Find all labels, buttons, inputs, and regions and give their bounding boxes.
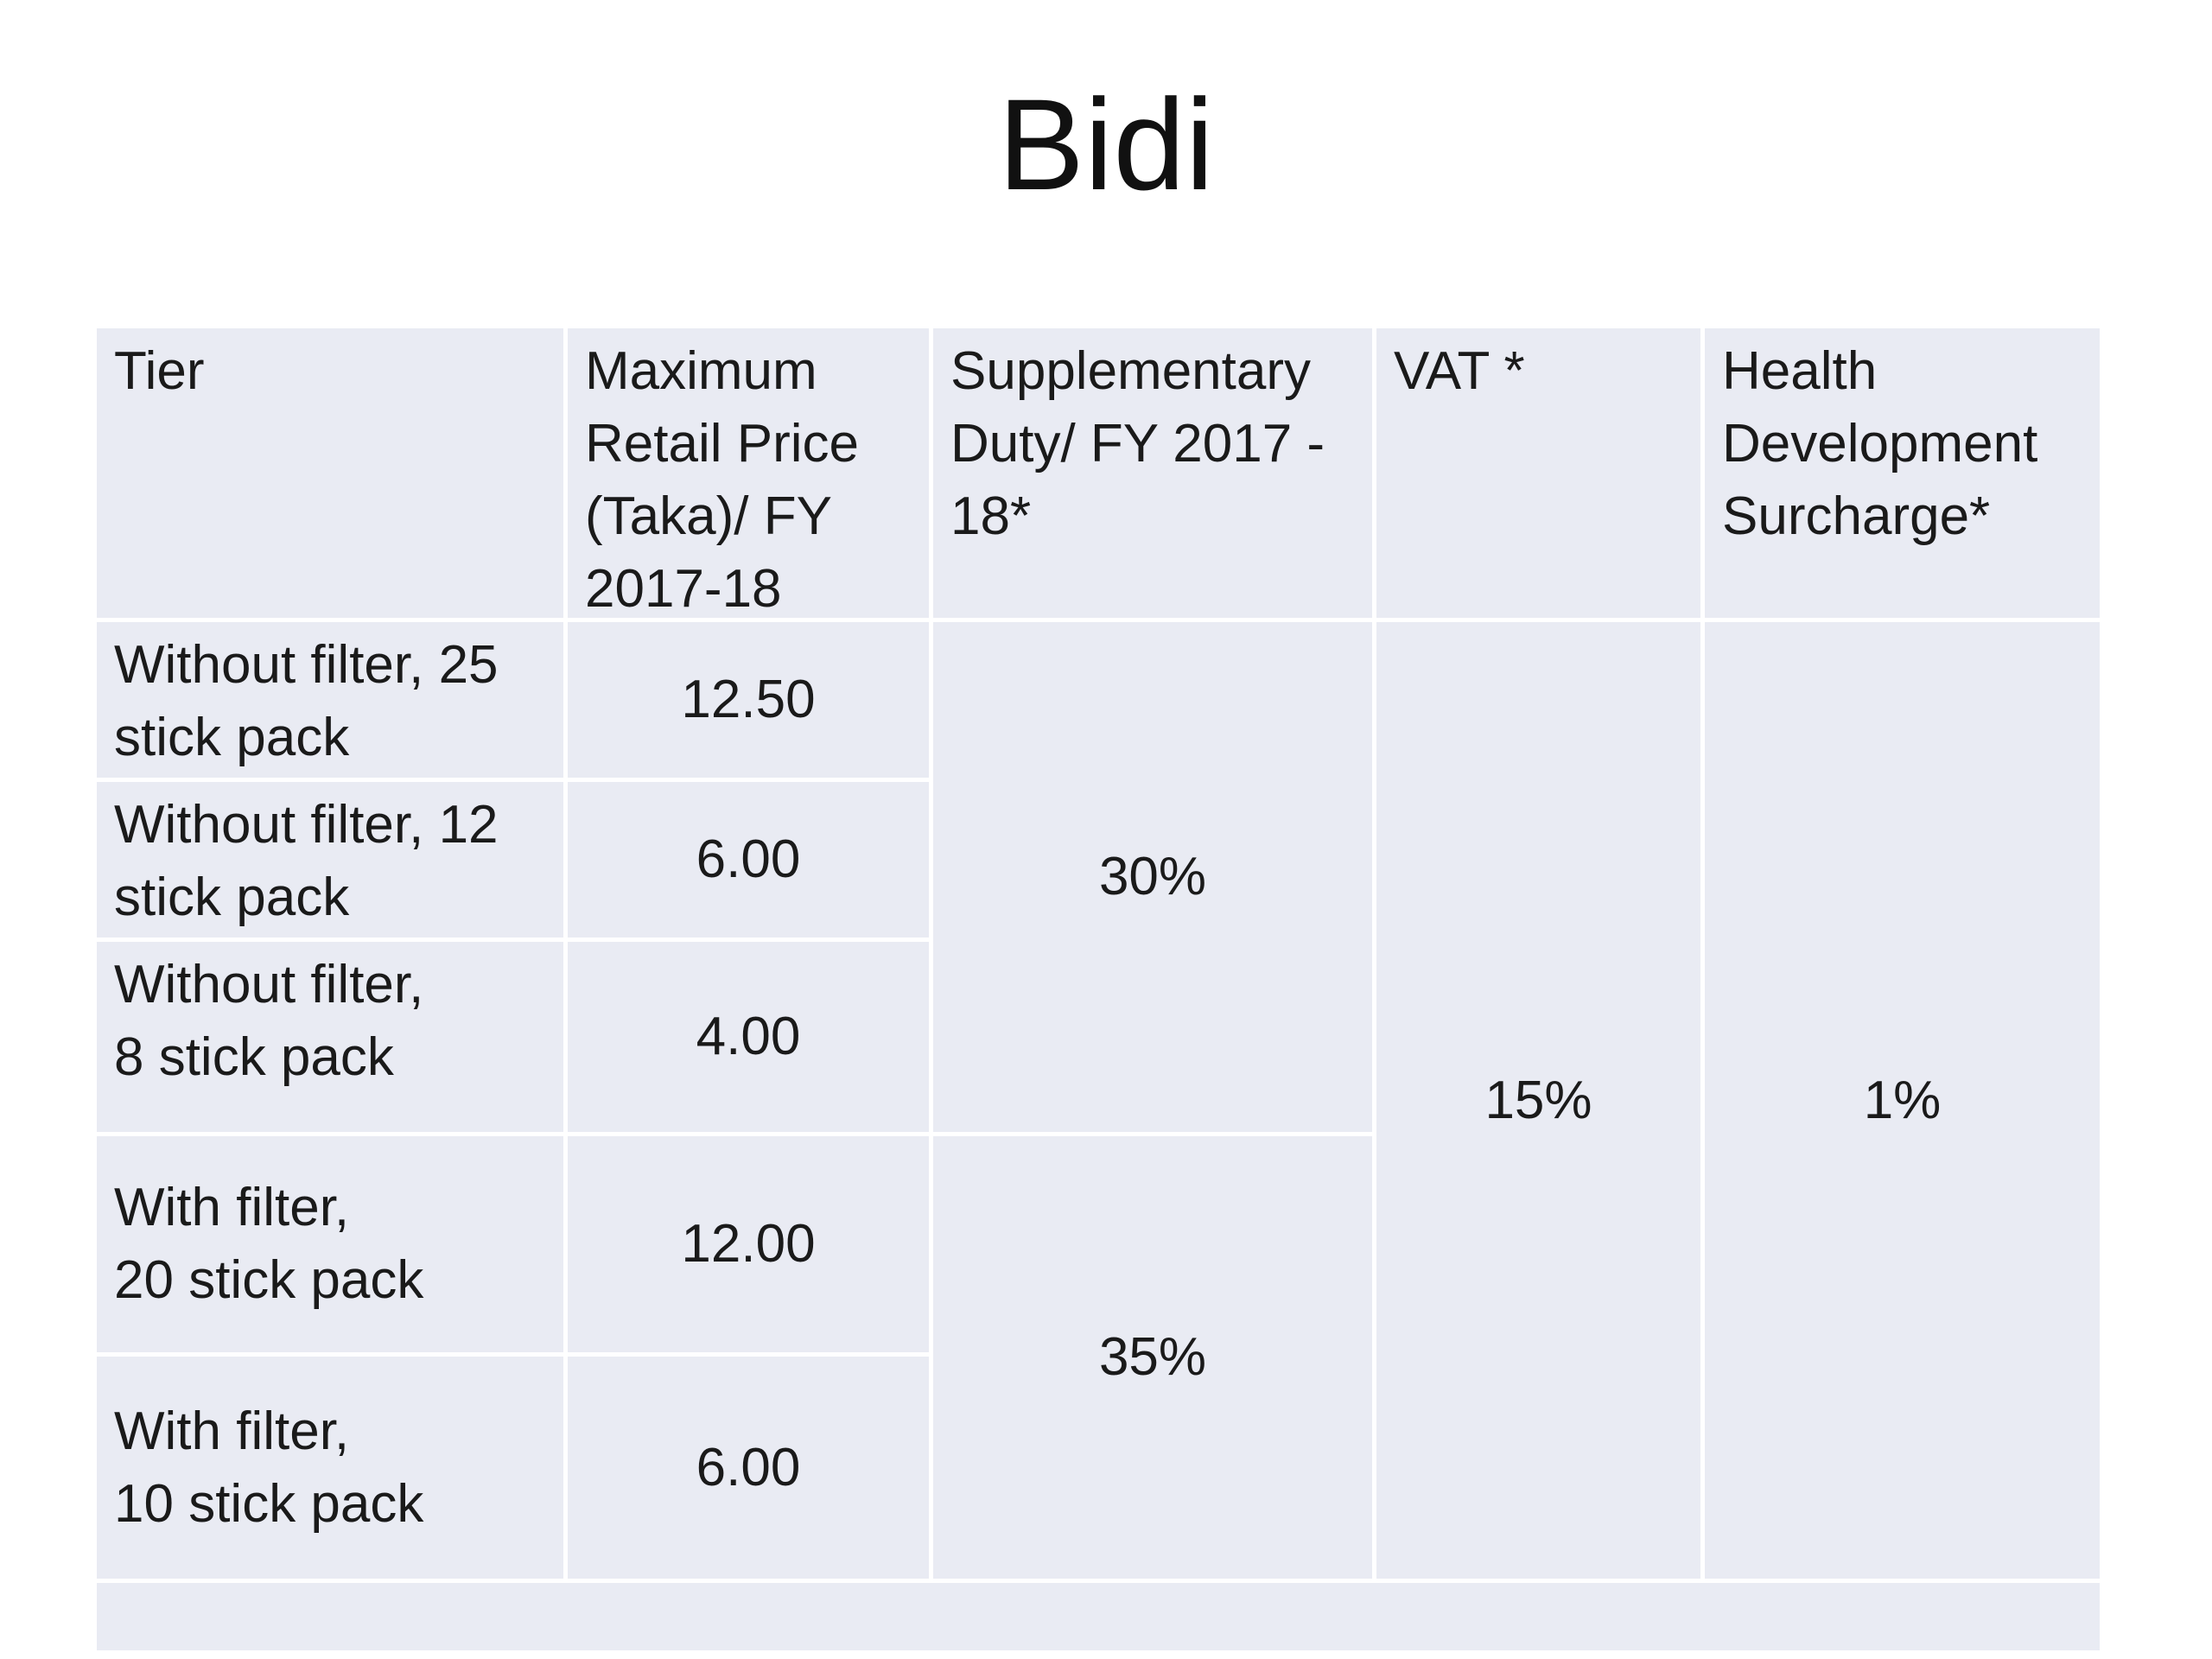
mrp-cell-with-filter-10: 6.00 <box>568 1357 929 1579</box>
mrp-cell-without-filter-25: 12.50 <box>568 622 929 778</box>
mrp-cell-without-filter-8: 4.00 <box>568 942 929 1132</box>
tier-cell-with-filter-10: With filter, 10 stick pack <box>97 1357 563 1579</box>
tier-cell-with-filter-20: With filter, 20 stick pack <box>97 1136 563 1352</box>
table-footer-row <box>97 1583 2100 1650</box>
mrp-cell-without-filter-12: 6.00 <box>568 782 929 938</box>
slide-title: Bidi <box>997 72 1215 217</box>
bidi-tax-table: Tier Maximum Retail Price (Taka)/ FY 201… <box>97 328 2100 1650</box>
header-cell-tier: Tier <box>97 328 563 618</box>
tier-cell-without-filter-8: Without filter, 8 stick pack <box>97 942 563 1132</box>
header-cell-vat: VAT * <box>1376 328 1700 618</box>
supplementary-duty-with-filter-cell: 35% <box>933 1136 1372 1579</box>
tier-cell-without-filter-12: Without filter, 12 stick pack <box>97 782 563 938</box>
header-cell-max-retail-price: Maximum Retail Price (Taka)/ FY 2017-18 <box>568 328 929 619</box>
health-surcharge-rate-cell: 1% <box>1705 622 2100 1579</box>
header-cell-supplementary-duty: Supplementary Duty/ FY 2017 - 18* <box>933 328 1372 618</box>
header-cell-health-surcharge: Health Development Surcharge* <box>1705 328 2100 618</box>
mrp-cell-with-filter-20: 12.00 <box>568 1136 929 1352</box>
tier-cell-without-filter-25: Without filter, 25 stick pack <box>97 622 563 778</box>
supplementary-duty-without-filter-cell: 30% <box>933 622 1372 1132</box>
vat-rate-cell: 15% <box>1376 622 1700 1579</box>
